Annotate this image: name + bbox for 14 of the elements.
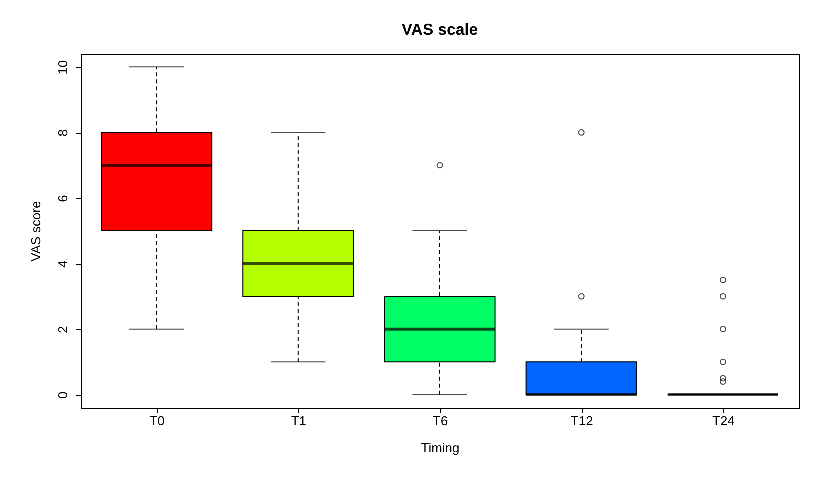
y-tick-label: 8 — [56, 130, 70, 137]
chart-title: VAS scale — [402, 22, 478, 39]
x-tick-label: T6 — [432, 414, 448, 428]
x-tick-label: T24 — [712, 414, 735, 428]
x-tick-label: T0 — [150, 414, 165, 428]
x-axis-title: Timing — [421, 440, 460, 456]
x-tick-label: T12 — [570, 414, 594, 428]
x-tick-label: T1 — [291, 414, 306, 428]
y-tick-label: 2 — [56, 326, 70, 334]
y-tick-label: 10 — [56, 60, 70, 75]
y-tick-label: 6 — [56, 195, 70, 202]
y-axis-title: VAS score — [28, 201, 44, 262]
y-tick-label: 0 — [56, 392, 70, 400]
y-tick-label: 4 — [56, 260, 70, 268]
